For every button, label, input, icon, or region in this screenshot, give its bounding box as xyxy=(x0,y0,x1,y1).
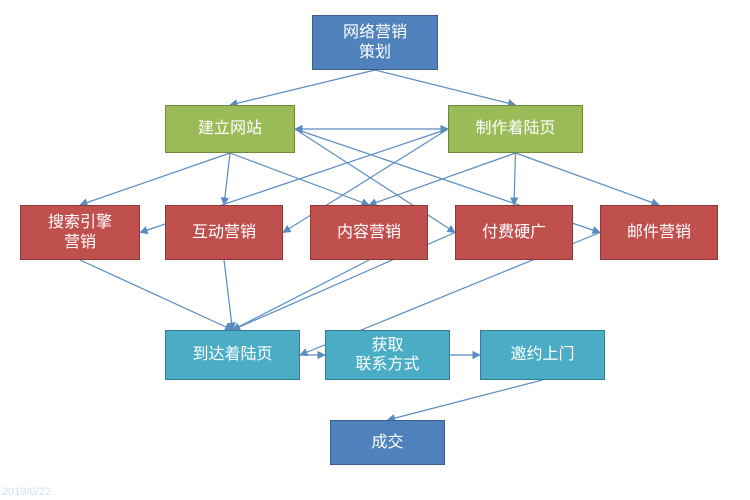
edge-landing-m3 xyxy=(369,153,516,205)
node-m3: 内容营销 xyxy=(310,205,428,260)
edge-m3-arrive xyxy=(233,260,370,330)
edge-root-landing xyxy=(375,70,516,105)
node-contact: 获取 联系方式 xyxy=(325,330,450,380)
edge-site-m1 xyxy=(80,153,230,205)
node-landing: 制作着陆页 xyxy=(448,105,583,153)
edge-landing-m4 xyxy=(514,153,516,205)
node-site: 建立网站 xyxy=(165,105,295,153)
node-m5: 邮件营销 xyxy=(600,205,718,260)
node-root: 网络营销 策划 xyxy=(312,15,438,70)
node-invite: 邀约上门 xyxy=(480,330,605,380)
watermark-text: 2019/6/22 xyxy=(2,486,51,498)
node-deal: 成交 xyxy=(330,420,445,465)
edge-invite-deal xyxy=(388,380,543,420)
node-m2: 互动营销 xyxy=(165,205,283,260)
edge-m2-arrive xyxy=(224,260,233,330)
edge-site-m2 xyxy=(224,153,230,205)
edge-root-site xyxy=(230,70,375,105)
node-m1: 搜索引擎 营销 xyxy=(20,205,140,260)
node-arrive: 到达着陆页 xyxy=(165,330,300,380)
edge-landing-m5 xyxy=(516,153,660,205)
edge-m1-arrive xyxy=(80,260,233,330)
node-m4: 付费硬广 xyxy=(455,205,573,260)
